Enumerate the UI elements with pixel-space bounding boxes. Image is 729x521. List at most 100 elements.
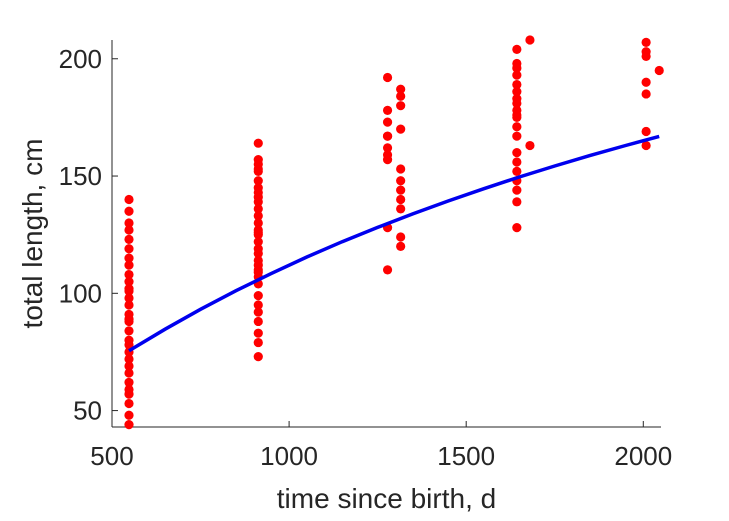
data-point [253,138,263,148]
ticks: 500 1000 1500 2000 50 100 150 200 [59,44,673,471]
axes [111,40,661,428]
data-point [512,166,522,176]
data-point [641,89,651,99]
data-point [512,197,522,207]
data-point [641,77,651,87]
data-point [124,316,134,327]
data-point [396,194,406,205]
data-point [641,37,651,47]
x-tick-label: 2000 [614,441,672,471]
data-point [124,286,134,296]
data-point [253,307,263,317]
y-tick-label: 50 [73,396,102,426]
data-point [512,79,522,90]
data-point [124,218,134,228]
x-axis-label: time since birth, d [277,483,496,514]
data-point [124,361,134,371]
data-point [253,291,263,301]
data-point [253,352,263,362]
data-point [396,204,406,214]
fit-curve-group [128,134,660,353]
data-point [396,84,406,94]
data-point [124,410,134,420]
data-point [124,326,134,336]
data-point [382,155,393,165]
data-point [253,328,263,338]
data-point [253,187,263,198]
data-point [124,398,134,409]
data-point [124,234,134,244]
data-point [512,185,522,195]
data-point [253,248,263,259]
y-axis-label: total length, cm [17,139,48,329]
x-tick-label: 1000 [260,441,318,471]
data-point [396,232,406,242]
data-point [654,65,664,76]
data-point [124,354,134,364]
fit-curve [128,134,660,353]
data-point [512,122,522,132]
data-point [253,204,263,214]
data-point [512,110,522,120]
data-point [124,420,134,430]
data-point [124,206,134,216]
data-point [124,244,134,254]
data-point [512,157,522,167]
data-point [124,225,134,235]
data-point [253,218,263,228]
data-point [382,143,393,153]
data-point [124,300,134,310]
data-point [382,105,393,115]
data-point [396,241,406,251]
data-point [382,265,393,275]
data-point [512,131,522,141]
data-point [512,223,522,233]
data-point [253,316,263,327]
data-point [124,368,134,378]
data-point [396,101,406,111]
data-point [396,91,406,101]
data-point [253,237,263,247]
data-point [512,94,522,104]
data-point [512,44,522,54]
data-point [512,70,522,80]
data-point [253,211,263,221]
data-point [124,194,134,205]
y-tick-label: 100 [59,278,102,308]
data-point [253,300,263,310]
data-point [382,131,393,141]
x-tick-label: 1500 [437,441,495,471]
data-point [124,340,134,350]
data-point [382,72,393,83]
data-point [253,164,263,174]
data-point [253,265,263,275]
x-tick-label: 500 [90,441,133,471]
data-point [512,147,522,158]
data-point [512,63,522,73]
data-point [396,185,406,195]
data-point [253,197,263,207]
data-point [124,276,134,287]
data-point [641,140,651,151]
data-point [124,293,134,303]
data-point [512,87,522,97]
data-point [124,253,134,263]
data-point [396,124,406,134]
data-points [124,35,664,430]
data-point [396,164,406,174]
data-point [124,377,134,388]
data-point [253,176,263,186]
data-point [641,51,651,62]
data-point [253,227,263,237]
y-tick-label: 150 [59,161,102,191]
data-point [124,260,134,270]
data-point [124,269,134,280]
data-point [525,140,535,151]
data-point [396,176,406,186]
data-point [641,126,651,137]
y-tick-label: 200 [59,44,102,74]
data-point [124,389,134,399]
data-point [525,35,535,45]
data-point [253,337,263,348]
